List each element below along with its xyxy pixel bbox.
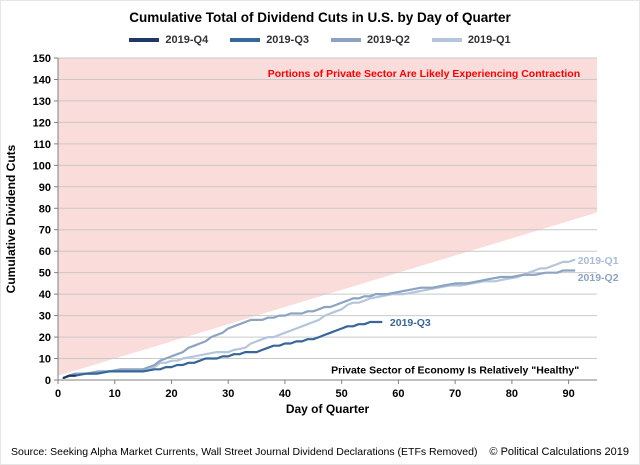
x-tick-label: 10 [109, 388, 121, 400]
footer: Source: Seeking Alpha Market Currents, W… [1, 446, 639, 458]
annotation: 2019-Q1 [578, 255, 619, 267]
y-tick-label: 150 [33, 53, 51, 65]
x-tick-label: 60 [392, 388, 404, 400]
series-line-2019-Q4 [62, 374, 77, 379]
annotation: 2019-Q3 [390, 317, 431, 329]
chart-plot: 0 10 20 30 40 50 60 70 80 90 100 110 120 130 140 150 0 10… [4, 53, 619, 416]
y-axis-title: Cumulative Dividend Cuts [4, 144, 18, 293]
series-line-2019-Q2 [62, 269, 576, 379]
y-tick-label: 90 [39, 182, 51, 194]
annotation: 2019-Q2 [578, 272, 619, 284]
y-tick-label: 60 [39, 246, 51, 258]
x-tick-label: 80 [506, 388, 518, 400]
series-line-2019-Q3 [62, 320, 383, 379]
x-axis-title: Day of Quarter [286, 402, 370, 416]
copyright-note: © Political Calculations 2019 [489, 446, 629, 458]
legend-swatch [230, 38, 261, 42]
y-tick-label: 110 [33, 139, 51, 151]
y-tick-label: 130 [33, 96, 51, 108]
legend-item-2019-Q2: 2019-Q2 [331, 34, 410, 46]
legend-swatch [129, 38, 160, 42]
x-tick-label: 0 [55, 388, 61, 400]
y-tick-label: 50 [39, 268, 51, 280]
legend-label: 2019-Q4 [165, 34, 209, 46]
y-tick-label: 80 [39, 203, 51, 215]
x-tick-label: 20 [165, 388, 177, 400]
y-tick-label: 120 [33, 117, 51, 129]
legend-item-2019-Q3: 2019-Q3 [230, 34, 309, 46]
x-tick-label: 50 [336, 388, 348, 400]
y-tick-label: 10 [39, 354, 51, 366]
y-tick-label: 30 [39, 311, 51, 323]
legend-item-2019-Q1: 2019-Q1 [431, 34, 511, 46]
x-tick-label: 90 [563, 388, 575, 400]
annotation: Portions of Private Sector Are Likely Ex… [268, 68, 580, 80]
y-tick-label: 140 [33, 74, 51, 86]
y-tick-label: 40 [39, 289, 51, 301]
legend-item-2019-Q4: 2019-Q4 [129, 34, 208, 46]
legend-swatch [431, 38, 462, 42]
contraction-region [58, 58, 597, 376]
x-tick-label: 70 [449, 388, 461, 400]
legend: 2019-Q4 2019-Q3 2019-Q2 2019-Q1 [1, 32, 639, 48]
legend-label: 2019-Q3 [266, 34, 309, 46]
series-line-2019-Q1 [62, 258, 576, 379]
y-tick-label: 70 [39, 225, 51, 237]
y-tick-label: 20 [39, 332, 51, 344]
source-note: Source: Seeking Alpha Market Currents, W… [11, 446, 478, 458]
annotation: Private Sector of Economy Is Relatively … [331, 364, 579, 376]
y-tick-label: 100 [33, 160, 51, 172]
legend-label: 2019-Q2 [367, 34, 410, 46]
x-tick-label: 40 [279, 388, 291, 400]
y-tick-label: 0 [45, 375, 51, 387]
legend-label: 2019-Q1 [467, 34, 511, 46]
x-tick-label: 30 [222, 388, 234, 400]
chart-title: Cumulative Total of Dividend Cuts in U.S… [129, 10, 511, 25]
legend-swatch [331, 38, 361, 42]
